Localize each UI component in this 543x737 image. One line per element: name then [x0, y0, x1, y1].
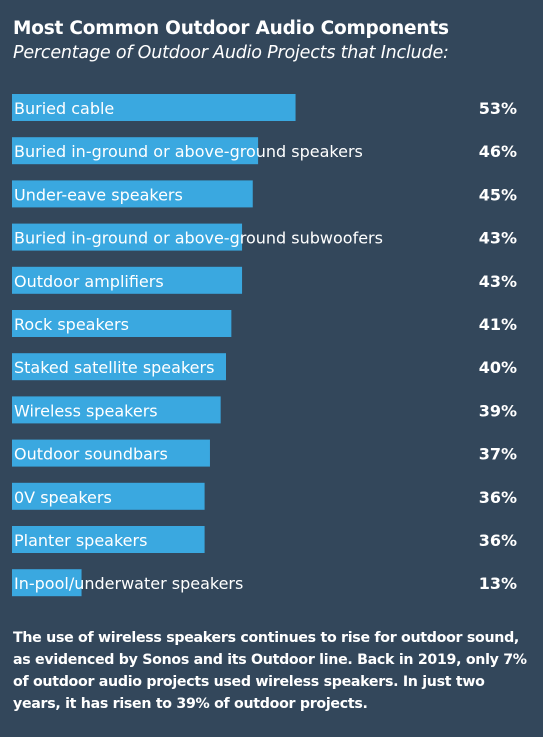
bar-in-pool-underwater-speakers — [12, 569, 82, 597]
value-label: 40% — [479, 358, 517, 377]
category-label: Wireless speakers — [14, 401, 158, 420]
value-label: 43% — [479, 272, 517, 291]
bar-buried-in-ground-or-above-ground-speakers — [12, 137, 259, 165]
value-label: 41% — [479, 315, 517, 334]
category-label: Outdoor soundbars — [14, 445, 168, 464]
value-label: 53% — [479, 99, 517, 118]
value-label: 36% — [479, 531, 517, 550]
category-label: Buried in-ground or above-ground subwoof… — [14, 229, 383, 248]
bar-under-eave-speakers — [12, 180, 253, 208]
value-label: 45% — [479, 185, 517, 204]
bar-buried-cable — [12, 94, 296, 121]
bar-planter-speakers — [12, 526, 205, 553]
category-label: Buried in-ground or above-ground speaker… — [14, 142, 363, 161]
category-label: Staked satellite speakers — [14, 358, 214, 377]
chart-subtitle: Percentage of Outdoor Audio Projects tha… — [13, 43, 449, 63]
bar-outdoor-soundbars — [12, 439, 210, 467]
category-label: 0V speakers — [14, 488, 112, 507]
chart-title: Most Common Outdoor Audio Components — [13, 18, 449, 39]
value-label: 39% — [479, 401, 517, 420]
category-label: In-pool/underwater speakers — [14, 574, 243, 593]
bar-rock-speakers — [12, 310, 232, 337]
bar-outdoor-amplifiers — [12, 266, 243, 294]
category-label: Outdoor amplifiers — [14, 272, 164, 291]
bar-staked-satellite-speakers — [12, 353, 226, 381]
bar-wireless-speakers — [12, 396, 221, 424]
footnote-text: The use of wireless speakers continues t… — [13, 630, 527, 712]
value-label: 37% — [479, 445, 517, 464]
category-label: Planter speakers — [14, 531, 147, 550]
category-label: Rock speakers — [14, 315, 129, 334]
value-label: 46% — [479, 142, 517, 161]
bar-chart: Buried cable 53% Buried in-ground or above… — [12, 94, 517, 597]
category-label: Buried cable — [14, 99, 114, 118]
value-label: 13% — [479, 574, 517, 593]
bar-0v-speakers — [12, 482, 205, 510]
value-label: 36% — [479, 488, 517, 507]
category-label: Under-eave speakers — [14, 185, 183, 204]
value-label: 43% — [479, 229, 517, 248]
bar-buried-in-ground-or-above-ground-subwoofers — [12, 223, 243, 251]
